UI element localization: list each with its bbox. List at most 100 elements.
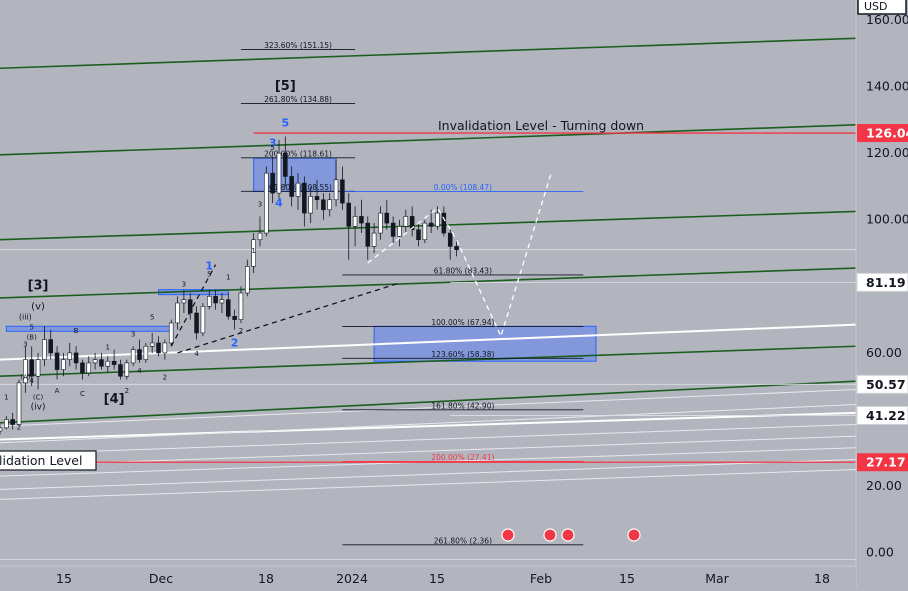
channel-line[interactable]: [0, 37, 857, 70]
candle-body[interactable]: [359, 216, 364, 224]
channel-line[interactable]: [0, 458, 857, 490]
candle-body[interactable]: [257, 232, 263, 241]
candle-body[interactable]: [321, 199, 326, 211]
candle-body[interactable]: [422, 222, 428, 241]
candle-body[interactable]: [245, 266, 250, 294]
projection-path[interactable]: [367, 171, 553, 339]
candle-body[interactable]: [175, 302, 180, 324]
candle-body[interactable]: [4, 419, 9, 429]
channel-line[interactable]: [0, 210, 857, 241]
us-flag-icon[interactable]: [561, 528, 575, 542]
candle-body[interactable]: [42, 339, 47, 360]
channel-line[interactable]: [0, 345, 857, 378]
candle-body[interactable]: [99, 359, 104, 367]
candle-body[interactable]: [200, 306, 206, 334]
candle-body[interactable]: [390, 222, 396, 237]
candle-body[interactable]: [16, 382, 22, 425]
channel-line[interactable]: [0, 323, 857, 361]
candle-body[interactable]: [302, 182, 307, 214]
candle-body[interactable]: [403, 216, 409, 227]
candle-body[interactable]: [124, 362, 130, 377]
channel-line[interactable]: [0, 124, 857, 156]
candle-body[interactable]: [397, 226, 402, 237]
candle-body[interactable]: [447, 232, 453, 247]
candle-body[interactable]: [149, 342, 155, 347]
candle-body[interactable]: [137, 349, 142, 360]
us-flag-icon[interactable]: [543, 528, 557, 542]
candle-body[interactable]: [289, 176, 294, 197]
channel-line[interactable]: [0, 404, 857, 444]
candle-body[interactable]: [35, 359, 41, 377]
candle-body[interactable]: [168, 322, 174, 344]
candle-body[interactable]: [111, 360, 117, 365]
candle-body[interactable]: [181, 299, 187, 304]
candle-body[interactable]: [194, 312, 199, 334]
price-tag[interactable]: [856, 405, 908, 425]
price-tag[interactable]: [857, 453, 908, 472]
candle-body[interactable]: [352, 216, 358, 227]
candle-body[interactable]: [283, 152, 288, 177]
candle-body[interactable]: [346, 202, 352, 227]
candle-body[interactable]: [86, 362, 92, 374]
candle-body[interactable]: [416, 229, 421, 241]
projection-path[interactable]: [170, 264, 217, 347]
candle-body[interactable]: [384, 212, 390, 224]
candle-body[interactable]: [29, 359, 34, 377]
price-tag[interactable]: [856, 374, 908, 394]
channel-line[interactable]: [0, 267, 857, 299]
candle-body[interactable]: [333, 179, 339, 201]
price-axis[interactable]: [856, 0, 908, 587]
candle-body[interactable]: [67, 352, 73, 360]
candle-body[interactable]: [105, 360, 111, 367]
candle-body[interactable]: [378, 212, 383, 234]
candle-body[interactable]: [264, 172, 269, 234]
channel-line[interactable]: [0, 411, 857, 441]
candle-body[interactable]: [340, 179, 345, 204]
candle-body[interactable]: [61, 359, 66, 370]
candle-body[interactable]: [232, 315, 237, 320]
us-flag-icon[interactable]: [627, 528, 641, 542]
candle-body[interactable]: [80, 362, 85, 374]
candle-body[interactable]: [48, 339, 53, 354]
candle-body[interactable]: [270, 172, 275, 194]
channel-line[interactable]: [0, 468, 857, 500]
candle-body[interactable]: [428, 222, 434, 227]
candle-body[interactable]: [130, 349, 136, 364]
candle-body[interactable]: [206, 296, 212, 307]
channel-line[interactable]: [0, 435, 857, 467]
candle-body[interactable]: [409, 216, 415, 231]
candle-body[interactable]: [238, 292, 244, 320]
candle-body[interactable]: [295, 182, 301, 197]
channel-line[interactable]: [0, 380, 857, 424]
candle-body[interactable]: [308, 196, 313, 214]
candle-body[interactable]: [327, 199, 332, 211]
candle-body[interactable]: [441, 212, 447, 234]
price-tag[interactable]: [857, 124, 908, 143]
candle-body[interactable]: [23, 359, 28, 384]
candle-body[interactable]: [92, 359, 98, 364]
candle-body[interactable]: [365, 222, 371, 247]
candle-body[interactable]: [251, 239, 256, 267]
candle-body[interactable]: [226, 299, 231, 317]
candle-body[interactable]: [213, 296, 218, 304]
candle-body[interactable]: [371, 232, 377, 247]
candle-body[interactable]: [314, 196, 320, 201]
candle-body[interactable]: [219, 299, 225, 304]
price-tag[interactable]: [856, 272, 908, 292]
currency-box[interactable]: [857, 0, 907, 15]
candle-body[interactable]: [276, 152, 282, 194]
candle-body[interactable]: [10, 419, 15, 425]
candle-body[interactable]: [118, 364, 123, 377]
time-axis[interactable]: [0, 566, 856, 587]
us-flag-icon[interactable]: [501, 528, 515, 542]
candle-body[interactable]: [143, 345, 149, 360]
channel-line[interactable]: [0, 424, 857, 455]
candle-body[interactable]: [156, 342, 161, 354]
candle-body[interactable]: [73, 352, 79, 364]
channel-line[interactable]: [0, 389, 857, 427]
candle-body[interactable]: [187, 299, 193, 314]
candle-body[interactable]: [454, 246, 459, 251]
candle-body[interactable]: [162, 342, 168, 354]
